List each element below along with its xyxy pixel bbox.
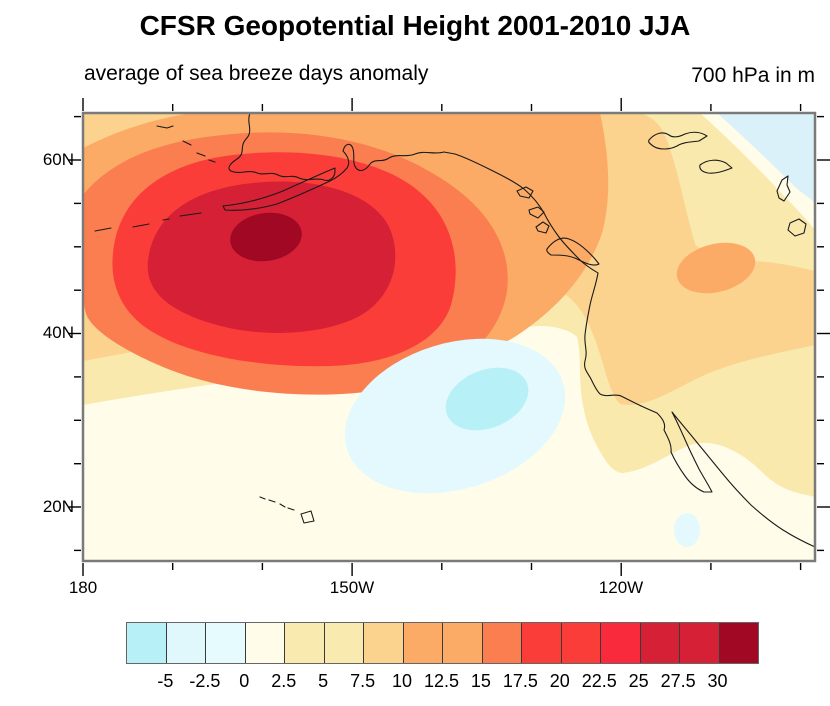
colorbar-cell (718, 623, 758, 663)
colorbar-cell (679, 623, 719, 663)
band-corner-blue (717, 113, 815, 203)
colorbar-tick-label: 20 (549, 671, 570, 691)
band-orange-ridge (676, 242, 756, 294)
colorbar-cell (560, 623, 600, 663)
lake-great-bear (648, 131, 708, 150)
colorbar-cell (639, 623, 679, 663)
lake-small-2 (787, 218, 807, 237)
colorbar-tick-label: 30 (707, 671, 728, 691)
islands-se-alaska (516, 186, 550, 234)
colorbar-cell (165, 623, 205, 663)
chart-title: CFSR Geopotential Height 2001-2010 JJA (139, 10, 691, 41)
colorbar-tick-label: 7.5 (350, 671, 376, 691)
band-negative-core (445, 367, 529, 431)
lon-tick-label: 180 (68, 578, 98, 597)
colorbar-cell (205, 623, 245, 663)
colorbar-tick-label: 2.5 (271, 671, 297, 691)
axis-ticks (68, 98, 830, 576)
band-baja-blue-spot (674, 513, 700, 547)
map-border (81, 111, 817, 563)
lon-tick-label: 150W (329, 578, 375, 597)
colorbar (126, 622, 759, 664)
colorbar-tick-label: 27.5 (660, 671, 696, 691)
band-dark-red-core (230, 212, 302, 262)
lon-tick-label: 120W (598, 578, 644, 597)
chart-units-label: 700 hPa in m (691, 64, 815, 87)
coastlines (94, 113, 815, 548)
colorbar-tick-label: 15 (470, 671, 491, 691)
islands-hawaii (259, 496, 315, 524)
colorbar-cell (402, 623, 442, 663)
colorbar-tick-label: 12.5 (423, 671, 460, 691)
islands-aleutian-chain (94, 212, 202, 232)
colorbar-cell (521, 623, 561, 663)
lat-tick-label: 40N (42, 323, 74, 342)
lake-great-slave (699, 159, 733, 174)
colorbar-tick-label: 5 (318, 671, 329, 691)
colorbar-tick-label: -2.5 (189, 671, 221, 691)
colorbar-cell (127, 623, 166, 663)
colorbar-cell (363, 623, 403, 663)
colorbar-tick-label: 17.5 (502, 671, 538, 691)
colorbar-tick-label: -5 (157, 671, 174, 691)
colorbar-cell (600, 623, 640, 663)
lat-tick-label: 60N (42, 150, 74, 169)
coastline-north-america (222, 113, 815, 548)
colorbar-tick-label: 10 (392, 671, 413, 691)
colorbar-tick-label: 0 (239, 671, 250, 691)
colorbar-labels: -5 -2.5 0 2.5 5 7.5 10 12.5 15 17.5 20 22.5 25 27.5 30 (126, 671, 757, 693)
colorbar-cell (244, 623, 284, 663)
colorbar-tick-label: 22.5 (581, 671, 617, 691)
lat-tick-label: 20N (42, 497, 74, 516)
contour-bands (83, 113, 815, 561)
colorbar-cell (323, 623, 363, 663)
colorbar-cell (442, 623, 482, 663)
contour-map (68, 98, 830, 576)
islands-bering-sea (156, 125, 216, 163)
chart-subtitle-left: average of sea breeze days anomaly (84, 62, 429, 85)
colorbar-tick-label: 25 (628, 671, 649, 691)
colorbar-cell (284, 623, 324, 663)
island-vancouver (546, 237, 600, 266)
lake-small-1 (776, 175, 791, 202)
colorbar-cell (481, 623, 521, 663)
